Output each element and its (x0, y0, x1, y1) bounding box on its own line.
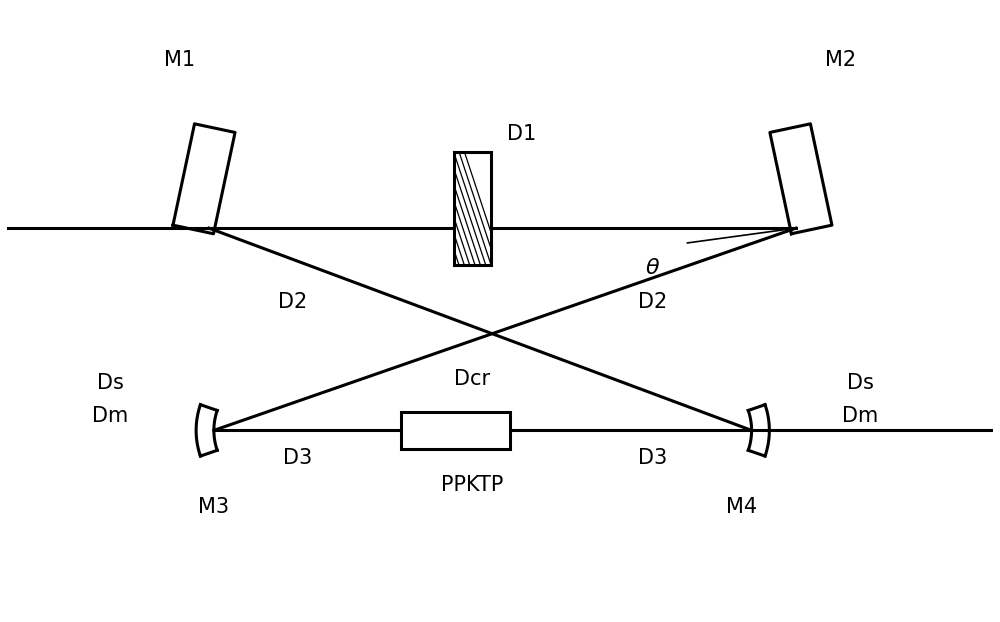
Text: $\theta$: $\theta$ (645, 258, 661, 277)
Bar (454, 152, 491, 265)
Text: Dcr: Dcr (454, 369, 490, 389)
Text: M1: M1 (164, 50, 195, 70)
Text: D2: D2 (638, 292, 668, 312)
Text: PPKTP: PPKTP (441, 475, 504, 494)
Text: D2: D2 (278, 292, 307, 312)
Text: D3: D3 (283, 448, 312, 468)
Text: Dm: Dm (92, 406, 128, 425)
Text: M4: M4 (726, 498, 757, 518)
Text: D1: D1 (507, 124, 536, 144)
Text: M3: M3 (198, 498, 229, 518)
Text: Dm: Dm (842, 406, 878, 425)
Text: D3: D3 (638, 448, 668, 468)
Text: Ds: Ds (847, 373, 874, 393)
Text: M2: M2 (825, 50, 856, 70)
Text: Ds: Ds (97, 373, 124, 393)
Bar (401, 412, 510, 448)
